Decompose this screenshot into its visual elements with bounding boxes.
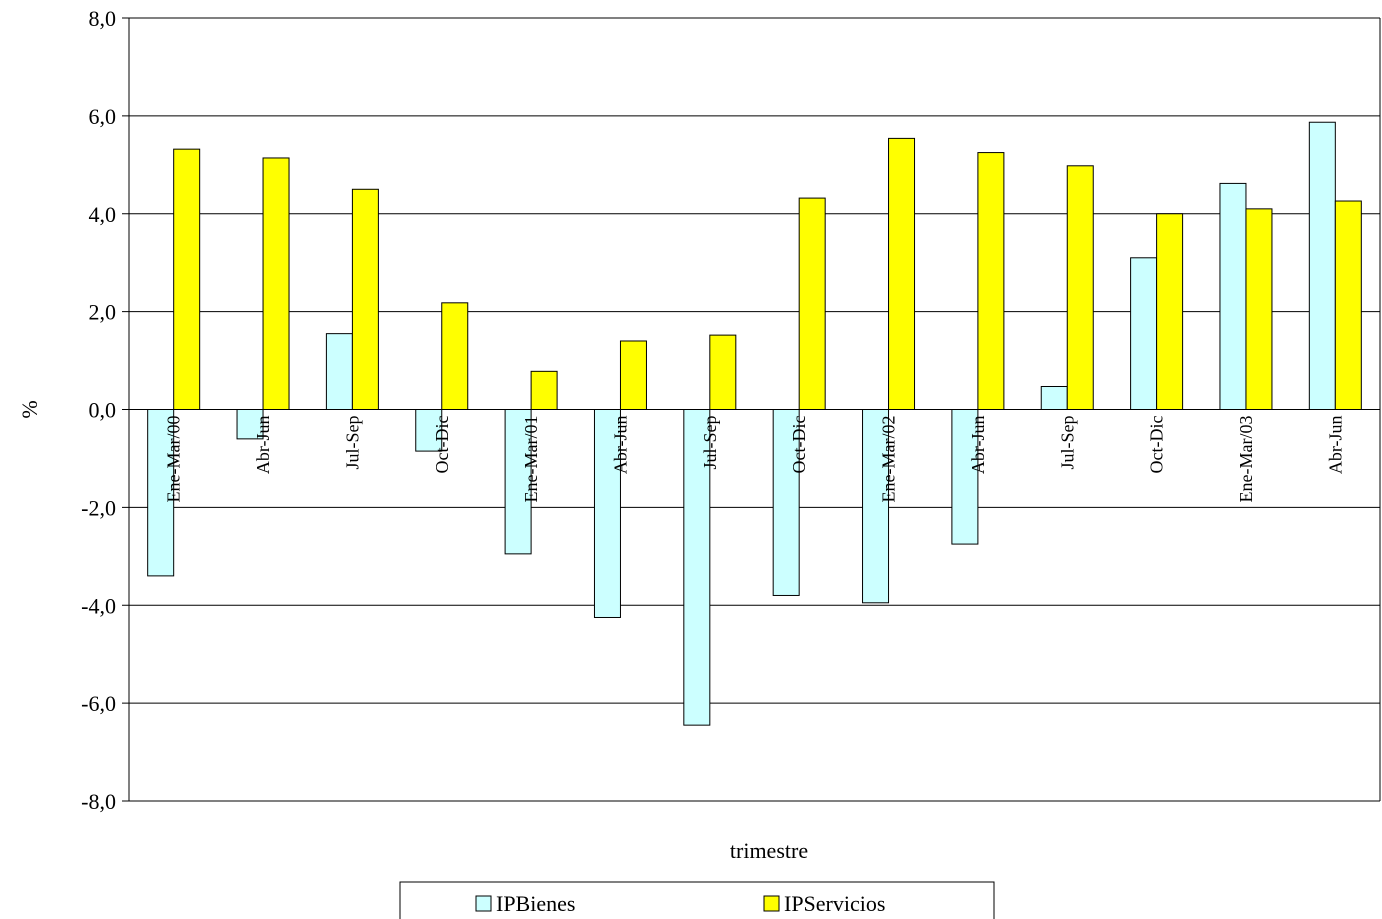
x-axis-title: trimestre: [730, 838, 808, 863]
x-category-label: Abr-Jun: [968, 416, 988, 475]
bar-ipbienes: [1130, 257, 1158, 411]
bar-ipbienes: [236, 409, 264, 440]
x-category-label: Abr-Jun: [253, 416, 273, 475]
y-tick-label: 0,0: [89, 398, 117, 423]
bar-ipbienes: [772, 409, 800, 596]
legend-swatch-ipbienes: [475, 895, 492, 912]
bar-ipservicios: [798, 197, 826, 410]
bar-ipservicios: [173, 148, 201, 410]
axes: 8,0 6,0 4,0 2,0 0,0 -2,0 -4,0 -6,0 -8,0: [81, 6, 1381, 814]
bar-ipbienes: [1308, 121, 1336, 410]
y-tick-label: -2,0: [81, 495, 116, 520]
bar-ipbienes: [415, 409, 443, 452]
bar-ipservicios: [1156, 213, 1184, 410]
bar-ipservicios: [1066, 165, 1094, 410]
y-axis-title: %: [17, 400, 42, 418]
bar-ipservicios: [709, 334, 737, 410]
bars: [147, 121, 1362, 726]
legend-label-ipbienes: IPBienes: [496, 891, 575, 916]
x-category-label: Ene-Mar/02: [879, 416, 899, 503]
x-category-label: Ene-Mar/03: [1236, 416, 1256, 503]
bar-ipbienes: [862, 409, 890, 604]
bar-ipservicios: [619, 340, 647, 410]
x-category-label: Ene-Mar/00: [164, 416, 184, 503]
bar-ipbienes: [1219, 182, 1247, 410]
bar-ipbienes: [1040, 385, 1068, 411]
legend-swatch-ipservicios: [763, 895, 780, 912]
bar-ipbienes: [325, 333, 353, 411]
x-category-label: Oct-Dic: [789, 416, 809, 474]
x-category-label: Oct-Dic: [1147, 416, 1167, 474]
bar-ipservicios: [351, 188, 379, 410]
bar-ipbienes: [951, 409, 979, 545]
bar-ipservicios: [1245, 208, 1273, 410]
legend: IPBienes IPServicios: [399, 881, 995, 919]
y-tick-label: 2,0: [89, 300, 117, 325]
x-category-label: Ene-Mar/01: [521, 416, 541, 503]
category-labels: Ene-Mar/00 Abr-Jun Jul-Sep Oct-Dic Ene-Mar/0…: [164, 416, 1346, 503]
y-tick-label: 8,0: [89, 6, 117, 31]
x-category-label: Jul-Sep: [700, 416, 720, 470]
gridlines: [129, 17, 1380, 802]
bar-ipservicios: [262, 157, 290, 410]
x-category-label: Jul-Sep: [1057, 416, 1077, 470]
y-tick-label: 4,0: [89, 202, 117, 227]
bar-ipservicios: [530, 370, 558, 410]
bar-ipservicios: [1334, 200, 1362, 410]
bar-ipbienes: [683, 409, 711, 726]
y-tick-label: -6,0: [81, 691, 116, 716]
x-category-label: Abr-Jun: [610, 416, 630, 475]
x-category-label: Oct-Dic: [432, 416, 452, 474]
legend-box: [399, 881, 995, 919]
bar-ipservicios: [888, 137, 916, 410]
bar-ipservicios: [441, 302, 469, 410]
bar-ipbienes: [593, 409, 621, 618]
y-tick-label: -8,0: [81, 789, 116, 814]
bar-ipbienes: [504, 409, 532, 555]
bar-ipservicios: [977, 152, 1005, 410]
y-tick-label: -4,0: [81, 593, 116, 618]
x-category-label: Jul-Sep: [342, 416, 362, 470]
y-tick-label: 6,0: [89, 104, 117, 129]
bar-ipbienes: [147, 409, 175, 577]
x-category-label: Abr-Jun: [1325, 416, 1345, 475]
legend-label-ipservicios: IPServicios: [784, 891, 885, 916]
